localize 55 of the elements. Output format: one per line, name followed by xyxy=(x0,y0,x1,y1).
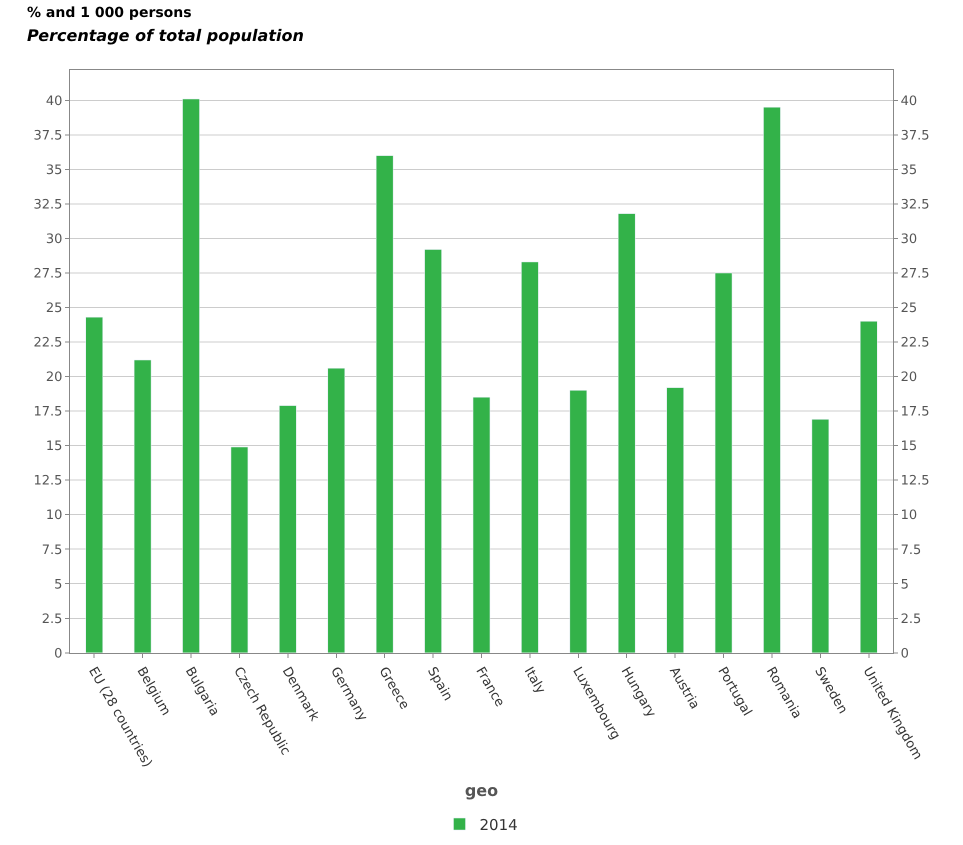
y-tick-label: 5 xyxy=(54,577,62,592)
bar xyxy=(860,321,878,653)
bar xyxy=(472,397,490,653)
bar xyxy=(230,446,248,653)
bar xyxy=(328,368,345,653)
chart-title: % and 1 000 persons xyxy=(27,5,192,21)
y-tick-label: 7.5 xyxy=(42,542,62,558)
bar xyxy=(424,249,442,653)
y2-tick-label: 15 xyxy=(900,439,918,454)
y-tick-label: 0 xyxy=(54,646,62,662)
bar xyxy=(376,155,394,653)
bar xyxy=(521,262,539,653)
y-tick-label: 37.5 xyxy=(33,128,62,144)
y2-tick-label: 27.5 xyxy=(900,266,930,282)
y2-tick-label: 7.5 xyxy=(900,542,922,558)
bar xyxy=(714,272,732,653)
x-axis-title: geo xyxy=(464,780,498,800)
y2-tick-label: 25 xyxy=(900,301,918,316)
bar xyxy=(279,405,297,653)
y-tick-label: 20 xyxy=(46,370,62,386)
y-tick-label: 10 xyxy=(46,508,62,524)
y-tick-label: 15 xyxy=(46,439,62,454)
chart-subtitle: Percentage of total population xyxy=(27,26,304,45)
y-tick-label: 25 xyxy=(46,301,62,316)
y2-tick-label: 32.5 xyxy=(900,198,930,213)
y-tick-label: 30 xyxy=(46,232,62,248)
bar xyxy=(666,387,684,653)
bar xyxy=(763,107,781,653)
y2-tick-label: 22.5 xyxy=(900,336,930,351)
y-tick-label: 2.5 xyxy=(42,612,62,627)
y-tick-label: 32.5 xyxy=(33,198,62,213)
y-tick-label: 22.5 xyxy=(33,336,62,351)
y2-tick-label: 2.5 xyxy=(900,612,922,627)
y-tick-label: 40 xyxy=(46,94,62,109)
y2-tick-label: 0 xyxy=(900,646,909,662)
y-tick-label: 12.5 xyxy=(33,474,62,489)
y2-tick-label: 17.5 xyxy=(900,404,930,420)
y2-tick-label: 20 xyxy=(900,370,918,386)
y2-tick-label: 40 xyxy=(900,94,918,109)
bar xyxy=(85,316,103,653)
bar xyxy=(134,360,152,653)
y2-tick-label: 12.5 xyxy=(900,474,930,489)
y2-tick-label: 30 xyxy=(900,232,918,248)
y2-tick-label: 37.5 xyxy=(900,128,930,144)
bar xyxy=(618,213,636,653)
bar xyxy=(182,98,200,653)
y2-tick-label: 5 xyxy=(900,577,909,592)
legend-label: 2014 xyxy=(480,816,518,834)
y2-tick-label: 10 xyxy=(900,508,918,524)
bar xyxy=(812,419,830,653)
y-tick-label: 27.5 xyxy=(33,266,62,282)
y2-tick-label: 35 xyxy=(900,162,918,178)
bar xyxy=(570,390,588,653)
y-tick-label: 35 xyxy=(46,162,62,178)
y-tick-label: 17.5 xyxy=(33,404,62,420)
